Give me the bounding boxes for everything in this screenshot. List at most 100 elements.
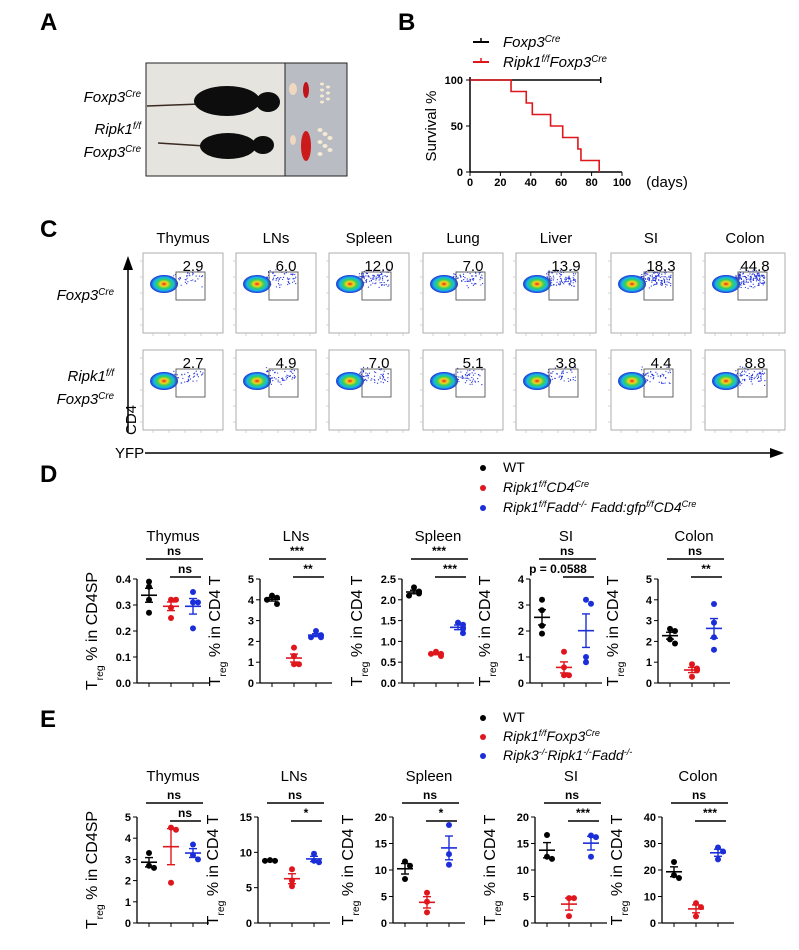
event-dot xyxy=(552,272,554,274)
event-dot xyxy=(381,375,384,377)
event-dot xyxy=(666,277,668,279)
event-dot xyxy=(388,268,390,270)
dot-plot-D-thymus: Thymus 0.0 0.1 0.2 0.3 0.4 Treg % in CD4SP ns ns xyxy=(84,528,209,690)
dot-plot-E-colon: Colon 0 10 20 30 40 Treg % in CD4 T ns *** xyxy=(609,768,734,930)
event-dot xyxy=(560,377,563,379)
event-dot xyxy=(201,275,204,277)
superscript: Cre xyxy=(682,499,697,509)
event-dot xyxy=(569,379,572,381)
legend-dot xyxy=(480,485,486,491)
legend-dot xyxy=(480,734,486,740)
plot-frame xyxy=(610,252,692,334)
event-dot xyxy=(545,273,548,275)
event-dot xyxy=(760,379,762,381)
data-point xyxy=(672,628,678,634)
data-point xyxy=(146,850,152,857)
event-dot xyxy=(551,378,554,380)
event-dot xyxy=(469,369,471,372)
text-segment: % in CD4SP xyxy=(84,572,101,665)
data-point xyxy=(544,832,550,839)
event-dot xyxy=(561,375,563,377)
event-dot xyxy=(665,377,667,379)
event-dot xyxy=(667,372,669,374)
lymph-node xyxy=(322,132,328,136)
event-dot xyxy=(474,380,476,382)
event-dot xyxy=(479,375,481,377)
event-dot xyxy=(641,275,643,278)
event-dot xyxy=(461,375,464,377)
event-dot xyxy=(269,270,271,272)
cell-density xyxy=(336,372,364,390)
organ xyxy=(303,82,309,98)
event-dot xyxy=(747,275,749,277)
y-tick-label: 4 xyxy=(125,833,132,845)
event-dot xyxy=(477,380,479,383)
event-dot xyxy=(384,275,386,277)
plot-frame xyxy=(515,349,597,431)
superscript: f/f xyxy=(539,479,548,489)
significance-label: p = 0.0588 xyxy=(529,562,587,576)
event-dot xyxy=(358,273,361,275)
event-dot xyxy=(666,284,668,286)
event-dot xyxy=(369,280,371,282)
significance-label: ns xyxy=(688,544,702,558)
y-tick-label: 0.5 xyxy=(381,657,396,669)
event-dot xyxy=(362,276,364,278)
event-dot xyxy=(745,277,747,279)
event-dot xyxy=(378,279,380,281)
data-point xyxy=(539,596,545,603)
event-dot xyxy=(569,278,571,280)
y-tick-label: 2 xyxy=(125,876,131,888)
event-dot xyxy=(472,284,474,286)
event-dot xyxy=(481,384,483,386)
event-dot xyxy=(661,284,663,287)
lymph-node xyxy=(326,97,330,101)
event-dot xyxy=(757,375,759,377)
text-segment: Foxp3 xyxy=(550,54,592,71)
event-dot xyxy=(387,285,389,287)
event-dot xyxy=(559,270,562,272)
event-dot xyxy=(740,281,743,283)
flow-plot: 7.0 xyxy=(420,252,504,336)
event-dot xyxy=(668,279,670,281)
x-tick-label: 0 xyxy=(467,177,473,189)
event-dot xyxy=(292,278,294,280)
yfp-label: YFP xyxy=(115,445,144,462)
data-point xyxy=(667,625,673,632)
subscript: reg xyxy=(360,661,371,676)
data-point xyxy=(168,615,174,621)
event-dot xyxy=(387,279,389,281)
significance-label: ns xyxy=(692,788,706,802)
lymph-node xyxy=(326,85,330,89)
subscript: reg xyxy=(95,665,106,680)
event-dot xyxy=(574,281,577,283)
event-dot xyxy=(462,275,465,278)
event-dot xyxy=(554,367,556,369)
event-dot xyxy=(756,279,758,281)
event-dot xyxy=(550,372,552,374)
event-dot xyxy=(669,382,671,385)
data-point xyxy=(446,821,452,828)
event-dot xyxy=(650,371,652,373)
event-dot xyxy=(177,377,179,379)
event-dot xyxy=(363,375,365,378)
cell-density xyxy=(618,275,646,293)
chart-title: Colon xyxy=(674,528,713,545)
event-dot xyxy=(665,283,667,285)
event-dot xyxy=(474,381,477,383)
event-dot xyxy=(661,281,663,283)
event-dot xyxy=(294,277,296,280)
event-dot xyxy=(270,383,273,385)
event-dot xyxy=(176,374,178,376)
event-dot xyxy=(754,275,756,278)
subscript: reg xyxy=(488,661,499,676)
event-dot xyxy=(387,380,389,383)
event-dot xyxy=(662,375,665,377)
event-dot xyxy=(372,274,374,276)
superscript: f/f xyxy=(646,499,655,509)
event-dot xyxy=(453,373,455,375)
event-dot xyxy=(753,273,756,276)
event-dot xyxy=(284,370,286,373)
event-dot xyxy=(467,280,469,282)
